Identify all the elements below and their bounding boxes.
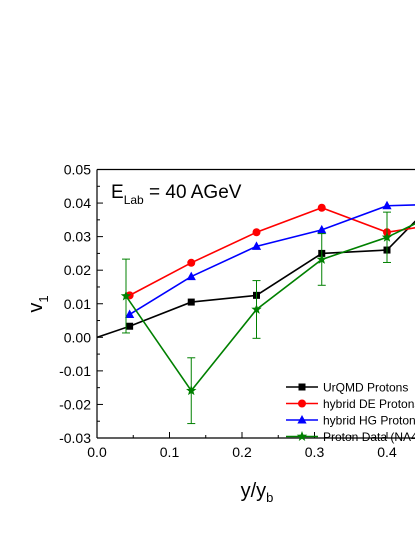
y-tick-label: -0.03 — [59, 430, 91, 446]
x-axis-title-main: y/y — [241, 480, 267, 502]
y-tick-label: 0.00 — [64, 329, 91, 345]
data-point — [120, 290, 132, 301]
y-tick-label: -0.02 — [59, 396, 91, 412]
x-axis-title: y/yb — [241, 480, 274, 505]
x-tick-label: 0.3 — [305, 444, 325, 460]
legend-marker — [298, 399, 306, 408]
energy-annotation-main: E — [111, 182, 124, 203]
x-tick-label: 0.2 — [232, 444, 252, 460]
energy-annotation: ELab = 40 AGeV — [111, 182, 242, 207]
legend: UrQMD Protons hybrid DE Protons hybrid HG … — [286, 381, 415, 444]
energy-annotation-sub: Lab — [124, 193, 144, 207]
data-point — [125, 309, 135, 318]
data-point — [187, 298, 195, 306]
y-axis-title: v1 — [25, 295, 51, 312]
series-line — [129, 206, 415, 297]
legend-label: hybrid DE Protons — [323, 397, 415, 411]
axis-ticks — [96, 169, 388, 439]
legend-marker — [298, 383, 306, 391]
legend-marker — [297, 415, 307, 424]
y-tick-label: -0.01 — [59, 363, 91, 379]
y-tick-label: 0.02 — [64, 262, 91, 278]
x-tick-label: 0.0 — [87, 444, 107, 460]
series-3 — [120, 211, 415, 425]
tick-labels: 0.0 0.1 0.2 0.3 0.4 -0.03 -0.02 -0.01 0.00 0.01 0.… — [59, 162, 397, 461]
y-tick-label: 0.01 — [64, 296, 91, 312]
x-axis-title-sub: b — [266, 490, 273, 505]
y-tick-label: 0.04 — [64, 195, 91, 211]
series-layer — [97, 200, 415, 425]
data-point — [317, 224, 327, 234]
data-point — [316, 253, 327, 264]
legend-marker — [296, 431, 308, 441]
energy-annotation-rest: = 40 AGeV — [144, 182, 242, 203]
legend-label: hybrid HG Protons — [323, 414, 415, 428]
legend-label: Proton Data (NA49) — [323, 430, 415, 444]
data-point — [187, 258, 196, 267]
y-tick-label: 0.05 — [64, 162, 91, 178]
data-point — [252, 228, 261, 237]
data-point — [251, 241, 262, 250]
legend-label: UrQMD Protons — [323, 381, 408, 395]
data-point — [381, 231, 393, 242]
series-line — [125, 222, 415, 393]
x-tick-label: 0.1 — [160, 444, 180, 460]
y-axis-title-sub: 1 — [36, 295, 51, 302]
x-tick-label: 0.4 — [377, 444, 397, 460]
y-axis-title-main: v — [25, 303, 47, 313]
data-point — [251, 303, 262, 314]
data-point — [186, 271, 196, 281]
data-point — [382, 200, 392, 210]
data-point — [317, 203, 326, 212]
y-tick-label: 0.03 — [64, 229, 91, 245]
data-point — [186, 385, 197, 396]
series-2 — [125, 200, 415, 318]
data-point — [126, 322, 134, 330]
series-line — [129, 204, 415, 316]
